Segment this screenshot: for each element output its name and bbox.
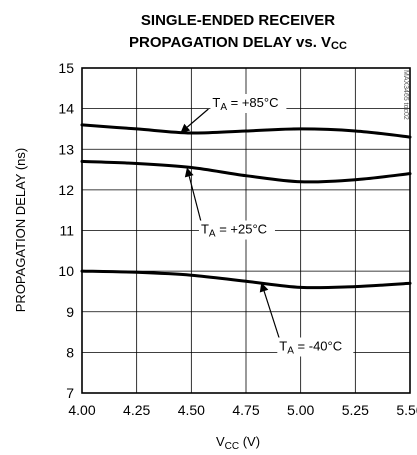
annotation-background (277, 337, 354, 357)
x-tick-label: 5.50 (396, 402, 417, 418)
chart-title-line-2-main: PROPAGATION DELAY vs. V (129, 34, 331, 51)
annotation-arrowhead (184, 167, 194, 178)
annotation-leader (188, 176, 202, 222)
chart-title-line-2-sub: CC (331, 40, 347, 52)
y-tick-label: 14 (58, 101, 74, 117)
x-tick-label: 5.25 (342, 402, 369, 418)
x-tick-label: 5.00 (287, 402, 314, 418)
chart-title-line-2: PROPAGATION DELAY vs. VCC (129, 34, 347, 52)
chart-title-line-1: SINGLE-ENDED RECEIVER (141, 12, 335, 29)
y-tick-label: 8 (66, 344, 74, 360)
x-tick-label: 4.75 (232, 402, 259, 418)
y-tick-label: 12 (58, 182, 74, 198)
annotations: TA = +85°C TA = +25°C TA = -40°C (180, 94, 354, 357)
series-line-3 (80, 269, 412, 290)
y-tick-label: 10 (58, 263, 74, 279)
watermark: MAX3465 toc02 (402, 70, 409, 120)
series-curves (80, 123, 412, 290)
annotation-label: TA = +25°C (201, 222, 267, 240)
series-line-1 (80, 123, 412, 139)
y-tick-label: 11 (59, 223, 74, 239)
annotation-arrowhead (259, 282, 269, 293)
annotation-background (210, 94, 287, 113)
annotation-label: TA = +85°C (212, 95, 278, 113)
x-axis-label-unit: (V) (239, 434, 260, 449)
plot-frame (81, 67, 411, 394)
y-axis-label: PROPAGATION DELAY (ns) (13, 148, 28, 312)
annotation-leader (263, 290, 280, 339)
x-axis-label: VCC (V) (216, 434, 260, 452)
x-tick-label: 4.50 (178, 402, 205, 418)
y-tick-label: 13 (58, 141, 74, 157)
x-axis-label-sub: CC (225, 441, 239, 452)
x-tick-label: 4.25 (123, 402, 150, 418)
x-tick-label: 4.00 (68, 402, 95, 418)
annotation-label: TA = -40°C (279, 339, 342, 357)
series-line-2 (80, 159, 412, 184)
x-axis-label-main: V (216, 434, 225, 449)
annotation-arrowhead (180, 123, 191, 133)
y-tick-label: 9 (66, 304, 74, 320)
tick-labels: 4.00 4.25 4.50 4.75 5.00 5.25 5.50 7 8 9 10 11 12 13 1… (58, 60, 417, 418)
y-tick-label: 7 (66, 385, 74, 401)
annotation-leader (186, 108, 209, 128)
annotation-background (198, 220, 275, 240)
y-tick-label: 15 (58, 60, 74, 76)
